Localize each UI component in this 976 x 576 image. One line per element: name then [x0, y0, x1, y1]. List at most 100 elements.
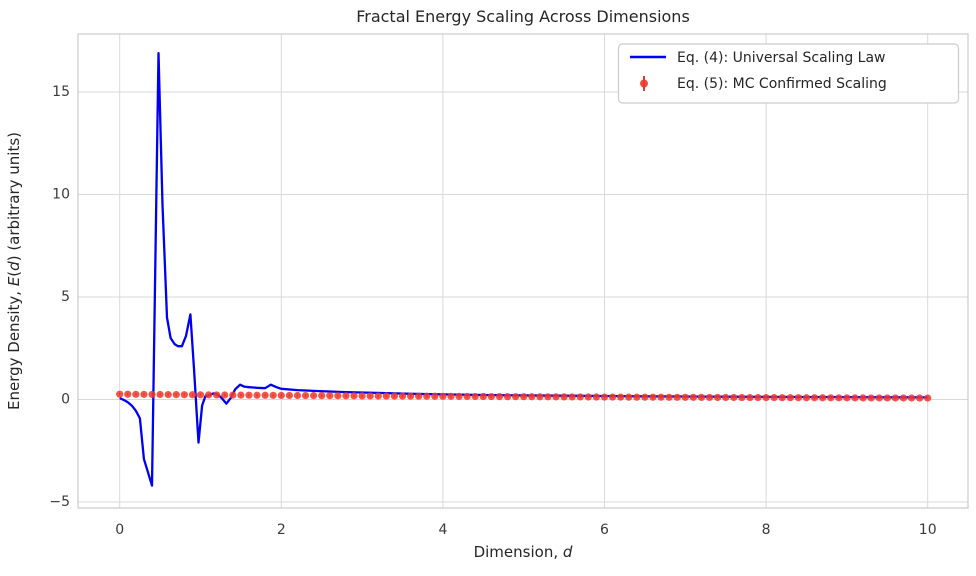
chart-title: Fractal Energy Scaling Across Dimensions [356, 7, 690, 26]
legend-entry-mc-scaling: Eq. (5): MC Confirmed Scaling [640, 76, 887, 92]
mc-data-point [536, 393, 544, 401]
mc-data-point [641, 393, 649, 401]
x-tick-label: 8 [762, 522, 771, 538]
mc-data-point [625, 393, 633, 401]
mc-data-point [924, 394, 932, 402]
mc-data-point [899, 394, 908, 402]
y-tick-label: −5 [49, 494, 70, 510]
y-tick-labels: −5 0 5 10 15 [49, 84, 70, 510]
mc-data-point [390, 392, 399, 400]
mc-data-point [705, 393, 714, 402]
mc-data-point [552, 393, 560, 401]
mc-data-point [463, 392, 471, 401]
mc-data-point [520, 393, 528, 401]
mc-data-point [221, 391, 229, 399]
mc-data-point [334, 392, 342, 400]
mc-data-point [285, 391, 293, 400]
mc-data-point [431, 392, 439, 400]
y-tick-label: 5 [61, 289, 70, 305]
mc-data-point [342, 392, 350, 400]
mc-data-point [261, 391, 269, 399]
mc-data-point [746, 393, 754, 402]
mc-data-point [544, 393, 552, 401]
x-tick-label: 2 [277, 522, 286, 538]
x-axis-label: Dimension, d [474, 543, 573, 561]
mc-data-point [810, 394, 819, 402]
mc-data-point [770, 394, 778, 402]
mc-data-point [229, 391, 237, 399]
mc-data-point [479, 392, 487, 401]
mc-data-point [310, 392, 318, 400]
mc-data-point [415, 392, 423, 400]
x-tick-labels: 0 2 4 6 8 10 [115, 522, 936, 538]
y-tick-label: 0 [61, 392, 70, 408]
legend: Eq. (4): Universal Scaling Law Eq. (5): … [617, 43, 960, 104]
mc-data-point [382, 392, 390, 400]
mc-data-point [180, 391, 188, 399]
mc-data-point [237, 391, 245, 399]
mc-data-point [843, 394, 851, 402]
mc-data-point [350, 392, 358, 400]
mc-data-point [762, 394, 770, 402]
mc-data-point [916, 394, 924, 402]
mc-data-point [172, 391, 180, 399]
mc-data-point [851, 394, 859, 402]
mc-data-point [560, 393, 568, 401]
mc-data-point [116, 390, 124, 398]
mc-data-point [528, 393, 536, 401]
mc-data-point [714, 393, 722, 402]
mc-data-point [293, 391, 302, 400]
mc-data-point [665, 393, 673, 401]
x-tick-label: 0 [115, 522, 124, 538]
mc-data-point [326, 392, 334, 400]
mc-data-point [156, 390, 164, 399]
mc-data-point [455, 392, 463, 401]
mc-data-point [875, 394, 883, 402]
mc-data-point [148, 390, 156, 399]
mc-data-point [689, 393, 697, 401]
mc-data-point [827, 394, 835, 402]
mc-data-point [253, 391, 261, 399]
mc-data-point [439, 392, 447, 400]
mc-data-point [132, 390, 140, 398]
legend-entry-universal-scaling: Eq. (4): Universal Scaling Law [630, 50, 886, 66]
x-tick-label: 6 [600, 522, 609, 538]
mc-data-point [754, 393, 762, 402]
mc-data-point [471, 392, 479, 401]
mc-data-point [819, 394, 827, 402]
mc-data-point [673, 393, 681, 401]
mc-data-point [786, 394, 794, 402]
mc-data-point [778, 394, 786, 402]
mc-data-point [318, 392, 326, 400]
x-tick-label: 4 [438, 522, 447, 538]
mc-data-point [124, 390, 132, 398]
mc-data-point [794, 394, 803, 402]
mc-data-point [269, 391, 277, 399]
y-tick-label: 15 [52, 84, 70, 100]
mc-data-point [423, 392, 431, 400]
mc-data-point [730, 393, 738, 402]
mc-data-point [277, 391, 285, 399]
mc-data-point [738, 393, 746, 402]
mc-data-point [681, 393, 689, 401]
mc-data-point [891, 394, 899, 402]
mc-data-point [374, 392, 382, 400]
mc-data-point [503, 393, 512, 401]
mc-data-point [406, 392, 415, 400]
mc-data-point [495, 393, 504, 401]
mc-data-point [140, 390, 148, 398]
mc-data-point [722, 393, 730, 402]
mc-data-point [657, 393, 665, 401]
mc-data-point [592, 393, 601, 401]
mc-data-point [859, 394, 867, 402]
mc-data-point [907, 394, 916, 402]
y-tick-label: 10 [52, 187, 70, 203]
mc-data-point [697, 393, 706, 402]
mc-data-point [204, 391, 213, 399]
mc-data-point [600, 393, 609, 401]
mc-data-point [512, 393, 520, 401]
mc-data-point [487, 392, 495, 401]
legend-label: Eq. (4): Universal Scaling Law [677, 50, 886, 66]
